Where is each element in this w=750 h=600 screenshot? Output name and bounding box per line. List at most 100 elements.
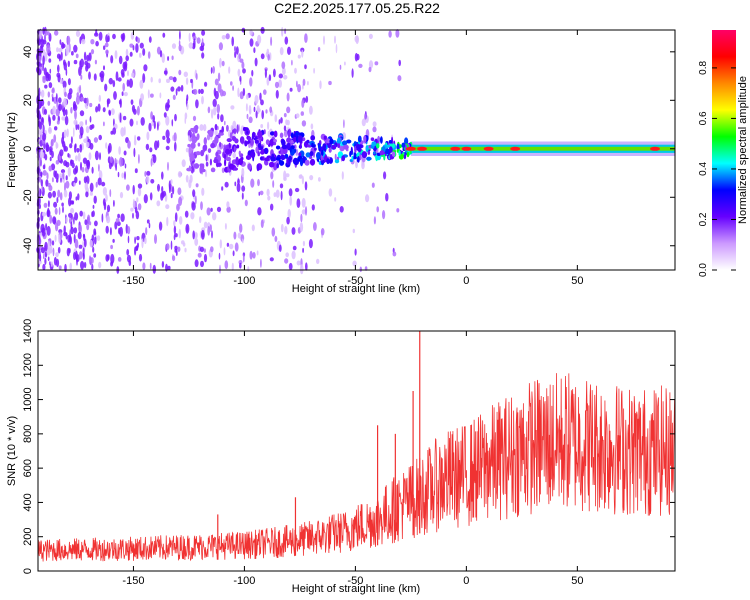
ridge-blob — [276, 163, 280, 169]
spectrogram-speckle — [66, 128, 69, 138]
spectrogram-speckle — [195, 183, 199, 188]
spectrogram-speckle — [278, 79, 282, 88]
spectrogram-speckle — [53, 170, 56, 178]
spectrogram-speckle — [212, 98, 217, 108]
ridge-blob — [190, 127, 195, 132]
spectrogram-speckle — [38, 176, 42, 183]
spectrogram-speckle — [88, 152, 92, 161]
spectrogram-speckle — [165, 243, 170, 251]
spectrogram-speckle — [53, 134, 57, 143]
spectrogram-speckle — [89, 116, 92, 123]
spectrogram-speckle — [146, 131, 150, 141]
spectrogram-speckle — [73, 216, 75, 225]
spectrogram-speckle — [104, 42, 109, 48]
spectrogram-speckle — [120, 33, 125, 40]
spectrogram-speckle — [300, 213, 303, 223]
spectrogram-speckle — [80, 96, 85, 102]
spectrogram-speckle — [200, 201, 203, 211]
spectrogram-speckle — [238, 53, 241, 60]
spectrogram-speckle — [161, 171, 164, 180]
spectrogram-speckle — [74, 176, 78, 184]
spectrogram-speckle — [301, 197, 306, 208]
spectrogram-speckle — [139, 42, 144, 49]
spectrogram-speckle — [385, 192, 389, 202]
spectrogram-speckle — [115, 71, 119, 81]
spectrogram-speckle — [291, 250, 296, 260]
spectrogram-speckle — [274, 81, 280, 89]
ridge-blob — [278, 159, 282, 165]
spectrogram-speckle — [105, 225, 109, 234]
spectrogram-speckle — [305, 95, 309, 103]
ridge-blob — [356, 157, 360, 162]
ridge-blob — [257, 130, 263, 138]
ridge-blob — [406, 151, 410, 158]
ridge-center — [410, 146, 675, 151]
spectrogram-speckle — [59, 149, 64, 157]
spectrogram-speckle — [94, 59, 97, 65]
spectrogram-speckle — [108, 109, 111, 115]
spectrogram-speckle — [296, 80, 298, 88]
spectrogram-speckle — [278, 73, 283, 79]
spectrogram-speckle — [41, 117, 44, 125]
ridge-blob — [243, 127, 249, 131]
colorbar: 0.0 0.2 0.4 0.6 0.8 Normalized spectral ampl… — [698, 30, 749, 277]
spectrogram-ridge — [186, 123, 675, 174]
ridge-blob — [404, 137, 409, 145]
colorbar-tick-label: 0.6 — [698, 111, 709, 125]
ridge-blob — [328, 147, 332, 153]
spectrogram-speckle — [157, 121, 159, 131]
ridge-blob — [341, 155, 346, 162]
spectrogram-speckle — [300, 111, 304, 116]
spectrogram-speckle — [112, 127, 117, 135]
spectrogram-speckle — [52, 105, 56, 115]
spectrogram-speckle — [120, 127, 125, 137]
spectrogram-speckle — [398, 59, 402, 67]
spectrogram-speckle — [117, 77, 122, 82]
snr-x-tick-label: 0 — [463, 575, 469, 587]
spectrogram-speckle — [177, 86, 181, 92]
spectrogram-speckle — [152, 115, 155, 123]
spectrogram-speckle — [38, 121, 43, 130]
ridge-blob — [305, 152, 311, 158]
spectrogram-speckle — [48, 165, 53, 172]
spectrogram-speckle — [178, 44, 182, 52]
spectrogram-speckle — [162, 190, 167, 197]
spectrogram-speckle — [224, 260, 229, 270]
ridge-blob — [409, 149, 412, 154]
spectrogram-speckle — [237, 178, 240, 185]
spectrogram-speckle — [67, 92, 72, 100]
spectrogram-speckle — [73, 182, 76, 187]
spectrogram-speckle — [108, 77, 114, 85]
spectrogram-speckle — [44, 84, 48, 89]
spectrogram-speckle — [163, 70, 168, 75]
spectrogram-panel: -150 -100 -50 0 50 -40 -20 0 20 40 Height of stra… — [6, 26, 676, 295]
spectrogram-speckle — [59, 39, 62, 45]
spectrogram-speckle — [288, 262, 293, 271]
spectrogram-speckle — [343, 119, 345, 129]
spectrogram-speckle — [62, 205, 64, 214]
ridge-blob — [373, 151, 376, 155]
spectrogram-speckle — [127, 235, 130, 244]
spectrogram-speckle — [172, 94, 176, 101]
spectrogram-speckle — [69, 143, 73, 149]
spectrogram-speckle — [149, 147, 153, 153]
spectrogram-speckle — [117, 257, 122, 262]
ridge-blob — [269, 131, 275, 136]
spectrogram-speckle — [165, 102, 170, 112]
spectrogram-speckle — [140, 117, 145, 126]
ridge-blob — [250, 151, 256, 159]
spectrogram-speckle — [122, 61, 127, 70]
ridge-blob — [214, 123, 218, 131]
spectrogram-speckle — [247, 266, 250, 272]
ridge-blob — [334, 153, 337, 161]
ridge-blob — [380, 136, 383, 144]
spectrogram-speckle — [52, 190, 56, 198]
spectrogram-speckle — [334, 35, 336, 44]
spectrogram-speckle — [102, 107, 106, 113]
figure-title: C2E2.2025.177.05.25.R22 — [274, 0, 440, 16]
spectrogram-speckle — [80, 58, 84, 68]
ridge-blob — [329, 138, 334, 145]
spectrogram-speckle — [171, 119, 174, 127]
spectrogram-speckle — [132, 212, 134, 219]
spectrogram-speckle — [39, 45, 44, 54]
